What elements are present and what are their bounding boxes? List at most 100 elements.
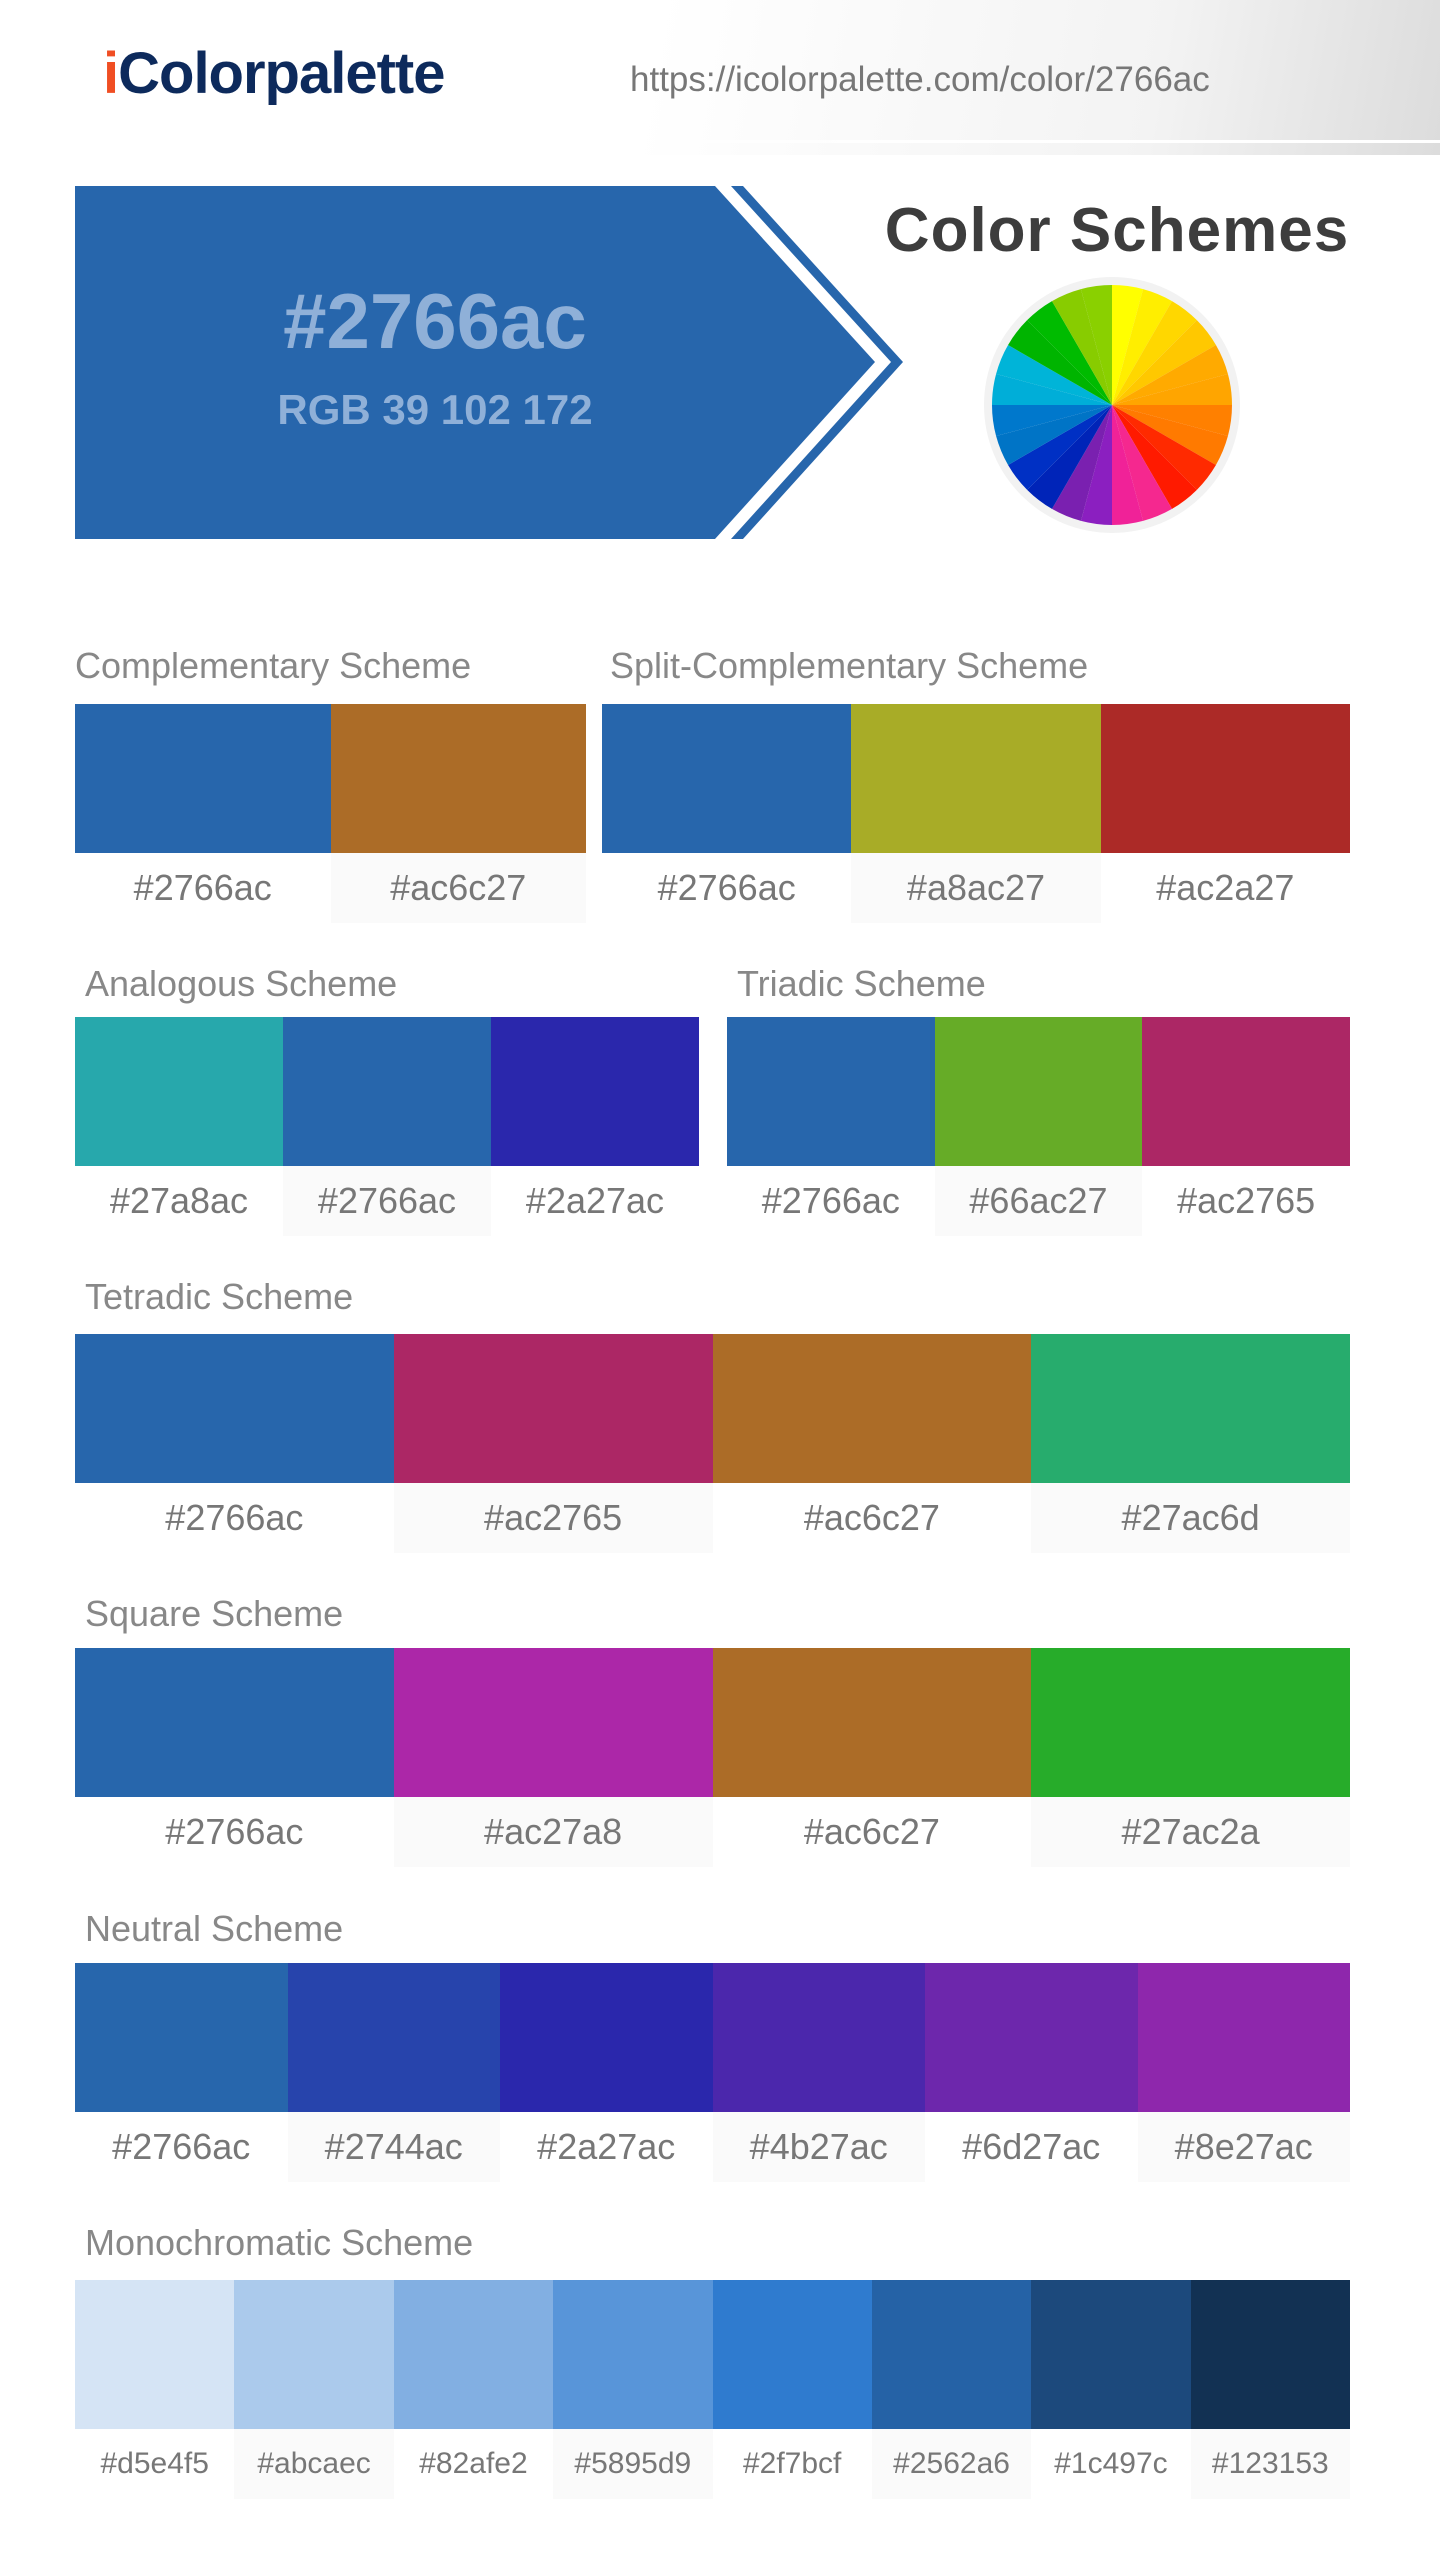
swatch-color[interactable] — [75, 1017, 283, 1166]
swatch-hex-label[interactable]: #5895d9 — [553, 2429, 713, 2499]
swatch[interactable]: #ac2a27 — [1100, 704, 1350, 923]
swatch-hex-label[interactable]: #123153 — [1190, 2429, 1350, 2499]
swatch-color[interactable] — [1137, 1963, 1350, 2112]
swatch-color[interactable] — [491, 1017, 699, 1166]
swatch-hex-label[interactable]: #2a27ac — [525, 1180, 665, 1221]
swatch-hex-label[interactable]: #2766ac — [112, 2126, 251, 2167]
swatch-color[interactable] — [1190, 2280, 1350, 2429]
swatch-color[interactable] — [712, 1963, 925, 2112]
logo[interactable]: iColorpalette — [103, 40, 446, 107]
swatch-hex-label[interactable]: #ac2765 — [1177, 1180, 1316, 1221]
swatch-color[interactable] — [234, 2280, 394, 2429]
swatch-color[interactable] — [602, 704, 852, 853]
swatch-hex-label[interactable]: #2744ac — [287, 2112, 500, 2182]
swatch-color[interactable] — [393, 1648, 713, 1797]
swatch-color[interactable] — [553, 2280, 713, 2429]
swatch-hex-label[interactable]: #a8ac27 — [851, 853, 1101, 923]
swatch[interactable]: #2766ac — [75, 704, 331, 923]
swatch[interactable]: #ac2765 — [393, 1334, 713, 1553]
swatch[interactable]: #2766ac — [75, 1648, 394, 1867]
swatch[interactable]: #2744ac — [287, 1963, 500, 2182]
swatch-color[interactable] — [393, 1334, 713, 1483]
swatch[interactable]: #1c497c — [1031, 2280, 1191, 2499]
swatch-hex-label[interactable]: #ac2765 — [393, 1483, 713, 1553]
swatch-hex-label[interactable]: #ac6c27 — [330, 853, 586, 923]
swatch-hex-label[interactable]: #66ac27 — [934, 1166, 1143, 1236]
swatch-color[interactable] — [851, 704, 1101, 853]
swatch-color[interactable] — [712, 1648, 1032, 1797]
swatch-color[interactable] — [1031, 1334, 1350, 1483]
swatch-hex-label[interactable]: #2766ac — [165, 1811, 304, 1852]
swatch-color[interactable] — [330, 704, 586, 853]
swatch[interactable]: #8e27ac — [1137, 1963, 1350, 2182]
swatch-hex-label[interactable]: #6d27ac — [962, 2126, 1101, 2167]
swatch[interactable]: #ac6c27 — [712, 1648, 1032, 1867]
swatch-hex-label[interactable]: #2a27ac — [537, 2126, 676, 2167]
swatch[interactable]: #ac6c27 — [712, 1334, 1032, 1553]
swatch-hex-label[interactable]: #ac6c27 — [803, 1497, 940, 1538]
swatch-color[interactable] — [712, 2280, 872, 2429]
swatch[interactable]: #d5e4f5 — [75, 2280, 235, 2499]
swatch-color[interactable] — [75, 704, 331, 853]
swatch-hex-label[interactable]: #2766ac — [165, 1497, 304, 1538]
swatch-color[interactable] — [727, 1017, 935, 1166]
swatch-hex-label[interactable]: #2766ac — [133, 867, 272, 908]
swatch[interactable]: #ac6c27 — [330, 704, 586, 923]
swatch-hex-label[interactable]: #2766ac — [657, 867, 796, 908]
swatch-hex-label[interactable]: #2562a6 — [871, 2429, 1032, 2499]
swatch-hex-label[interactable]: #27ac2a — [1031, 1797, 1350, 1867]
swatch[interactable]: #2a27ac — [500, 1963, 713, 2182]
swatch-color[interactable] — [75, 1963, 288, 2112]
swatch[interactable]: #82afe2 — [393, 2280, 554, 2499]
swatch[interactable]: #66ac27 — [934, 1017, 1143, 1236]
swatch-color[interactable] — [934, 1017, 1143, 1166]
swatch-hex-label[interactable]: #2766ac — [761, 1180, 900, 1221]
swatch-color[interactable] — [1142, 1017, 1350, 1166]
swatch[interactable]: #27ac6d — [1031, 1334, 1350, 1553]
swatch[interactable]: #abcaec — [234, 2280, 394, 2499]
swatch[interactable]: #2766ac — [75, 1963, 288, 2182]
swatch-color[interactable] — [1100, 704, 1350, 853]
swatch-hex-label[interactable]: #1c497c — [1054, 2447, 1168, 2480]
swatch[interactable]: #2766ac — [75, 1334, 394, 1553]
swatch-color[interactable] — [500, 1963, 713, 2112]
swatch[interactable]: #2562a6 — [871, 2280, 1032, 2499]
swatch-hex-label[interactable]: #8e27ac — [1137, 2112, 1350, 2182]
swatch[interactable]: #ac27a8 — [393, 1648, 713, 1867]
swatch[interactable]: #123153 — [1190, 2280, 1350, 2499]
swatch-color[interactable] — [283, 1017, 491, 1166]
swatch-hex-label[interactable]: #27ac6d — [1031, 1483, 1350, 1553]
swatch-hex-label[interactable]: #ac2a27 — [1156, 867, 1295, 908]
swatch-color[interactable] — [1031, 1648, 1350, 1797]
swatch[interactable]: #5895d9 — [553, 2280, 713, 2499]
swatch-hex-label[interactable]: #27a8ac — [109, 1180, 249, 1221]
swatch[interactable]: #ac2765 — [1142, 1017, 1350, 1236]
swatch[interactable]: #2766ac — [602, 704, 852, 923]
swatch-hex-label[interactable]: #82afe2 — [419, 2447, 528, 2480]
swatch[interactable]: #2766ac — [727, 1017, 935, 1236]
swatch-color[interactable] — [712, 1334, 1032, 1483]
swatch[interactable]: #2766ac — [283, 1017, 491, 1236]
swatch-hex-label[interactable]: #2766ac — [283, 1166, 491, 1236]
swatch-color[interactable] — [393, 2280, 554, 2429]
swatch-color[interactable] — [925, 1963, 1138, 2112]
swatch-color[interactable] — [75, 2280, 235, 2429]
swatch[interactable]: #2f7bcf — [712, 2280, 872, 2499]
swatch[interactable]: #4b27ac — [712, 1963, 925, 2182]
swatch-color[interactable] — [75, 1334, 394, 1483]
swatch[interactable]: #6d27ac — [925, 1963, 1138, 2182]
swatch[interactable]: #27ac2a — [1031, 1648, 1350, 1867]
swatch-hex-label[interactable]: #abcaec — [234, 2429, 394, 2499]
swatch-color[interactable] — [75, 1648, 394, 1797]
swatch-hex-label[interactable]: #2f7bcf — [742, 2447, 842, 2480]
swatch-hex-label[interactable]: #ac27a8 — [393, 1797, 713, 1867]
swatch-hex-label[interactable]: #ac6c27 — [803, 1811, 940, 1852]
swatch[interactable]: #a8ac27 — [851, 704, 1101, 923]
swatch[interactable]: #27a8ac — [75, 1017, 283, 1236]
swatch-hex-label[interactable]: #d5e4f5 — [100, 2447, 209, 2480]
swatch-color[interactable] — [287, 1963, 500, 2112]
swatch-color[interactable] — [871, 2280, 1032, 2429]
swatch[interactable]: #2a27ac — [491, 1017, 699, 1236]
swatch-hex-label[interactable]: #4b27ac — [712, 2112, 925, 2182]
swatch-color[interactable] — [1031, 2280, 1191, 2429]
